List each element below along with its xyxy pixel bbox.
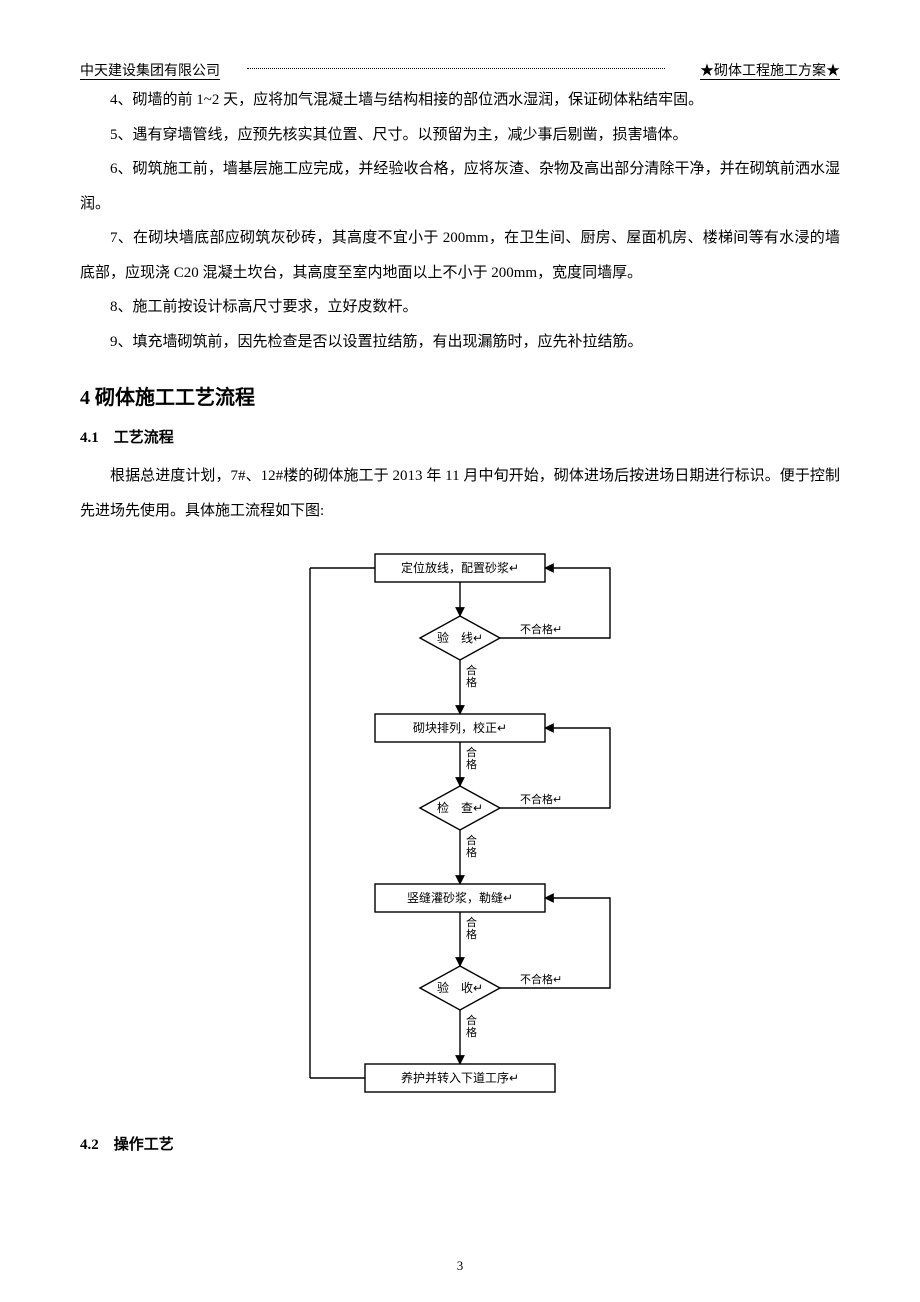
paragraph-7: 7、在砌块墙底部应砌筑灰砂砖，其高度不宜小于 200mm，在卫生间、厨房、屋面机… [80, 221, 840, 290]
svg-text:合: 合 [466, 833, 477, 847]
page-number: 3 [0, 1258, 920, 1274]
flowchart: 定位放线，配置砂浆↵验 线↵不合格↵合格砌块排列，校正↵合格检 查↵不合格↵合格… [280, 538, 640, 1113]
svg-text:养护并转入下道工序↵: 养护并转入下道工序↵ [401, 1070, 519, 1085]
header-doc-title: ★砌体工程施工方案★ [700, 60, 840, 80]
svg-text:砌块排列，校正↵: 砌块排列，校正↵ [413, 720, 507, 735]
svg-text:格: 格 [466, 1025, 477, 1039]
svg-text:格: 格 [466, 675, 477, 689]
svg-text:不合格↵: 不合格↵ [520, 622, 562, 636]
paragraph-5: 5、遇有穿墙管线，应预先核实其位置、尺寸。以预留为主，减少事后剔凿，损害墙体。 [80, 118, 840, 153]
svg-text:合: 合 [466, 745, 477, 759]
svg-text:不合格↵: 不合格↵ [520, 792, 562, 806]
svg-text:格: 格 [466, 757, 477, 771]
paragraph-8: 8、施工前按设计标高尺寸要求，立好皮数杆。 [80, 290, 840, 325]
svg-text:格: 格 [466, 927, 477, 941]
svg-text:合: 合 [466, 1013, 477, 1027]
svg-text:格: 格 [466, 845, 477, 859]
section-4-heading: 4 砌体施工工艺流程 [80, 381, 840, 410]
header-dotted-rule [247, 68, 665, 69]
section-4-1-heading: 4.1 工艺流程 [80, 426, 840, 447]
svg-text:不合格↵: 不合格↵ [520, 972, 562, 986]
svg-text:验 线↵: 验 线↵ [437, 630, 483, 645]
header-company: 中天建设集团有限公司 [80, 60, 220, 80]
svg-text:定位放线，配置砂浆↵: 定位放线，配置砂浆↵ [401, 560, 519, 575]
svg-text:合: 合 [466, 663, 477, 677]
paragraph-9: 9、填充墙砌筑前，因先检查是否以设置拉结筋，有出现漏筋时，应先补拉结筋。 [80, 325, 840, 360]
svg-text:验 收↵: 验 收↵ [437, 980, 483, 995]
paragraph-4: 4、砌墙的前 1~2 天，应将加气混凝土墙与结构相接的部位洒水湿润，保证砌体粘结… [80, 83, 840, 118]
svg-text:检 查↵: 检 查↵ [437, 800, 483, 815]
section-4-2-heading: 4.2 操作工艺 [80, 1133, 840, 1154]
svg-text:合: 合 [466, 915, 477, 929]
paragraph-6: 6、砌筑施工前，墙基层施工应完成，并经验收合格，应将灰渣、杂物及高出部分清除干净… [80, 152, 840, 221]
section-4-1-text: 根据总进度计划，7#、12#楼的砌体施工于 2013 年 11 月中旬开始，砌体… [80, 459, 840, 528]
svg-text:竖缝灌砂浆，勒缝↵: 竖缝灌砂浆，勒缝↵ [407, 890, 513, 905]
